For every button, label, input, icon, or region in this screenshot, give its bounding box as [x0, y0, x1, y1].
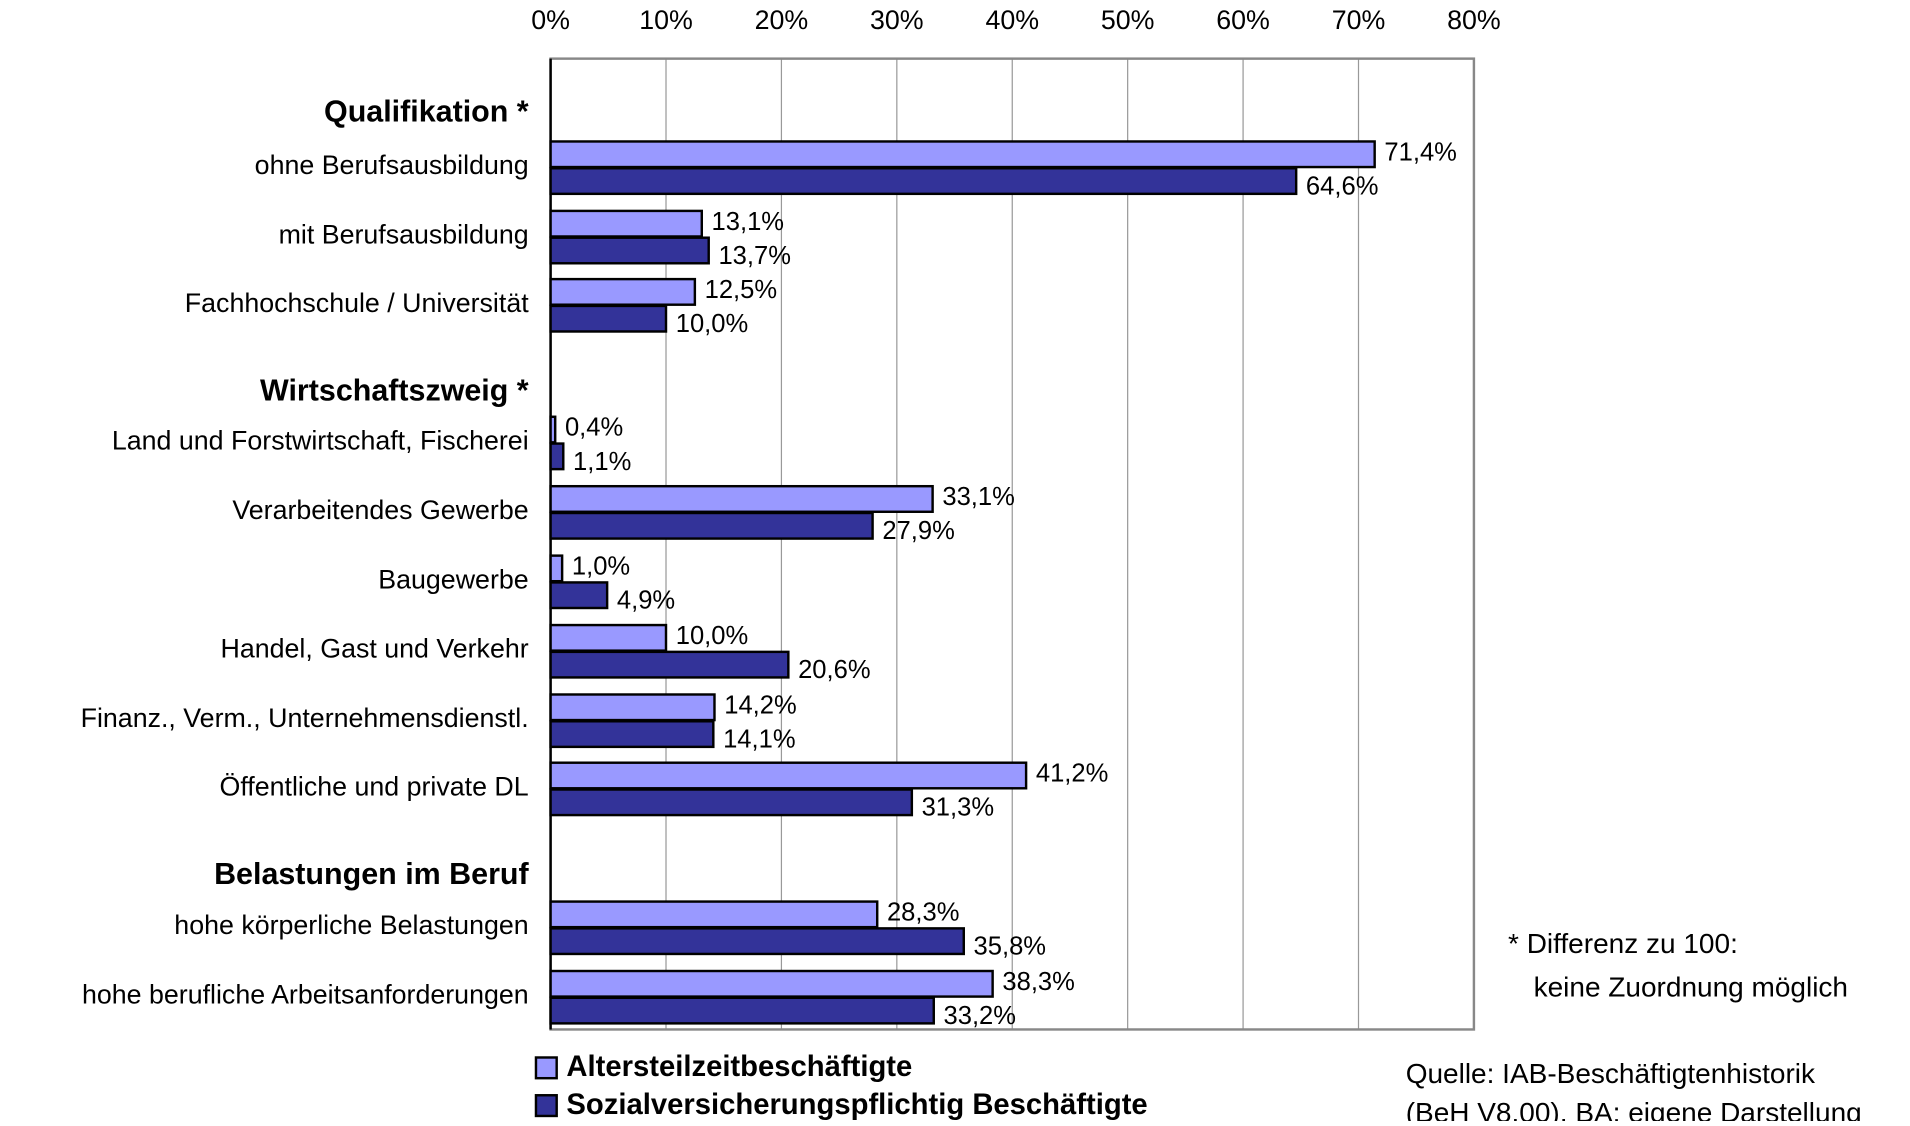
value-label: 27,9%	[882, 517, 955, 545]
bar	[549, 277, 697, 306]
value-label: 41,2%	[1036, 760, 1109, 788]
value-label: 1,1%	[573, 448, 631, 476]
y-tick-label: Baugewerbe	[378, 564, 528, 594]
bar	[549, 927, 965, 956]
footnote: keine Zuordnung möglich	[1534, 972, 1848, 1003]
value-label: 0,4%	[565, 414, 623, 442]
value-label: 14,1%	[723, 726, 796, 754]
value-label: 1,0%	[572, 553, 630, 581]
y-tick-label: Finanz., Verm., Unternehmensdienstl.	[81, 703, 529, 733]
y-tick-label: Fachhochschule / Universität	[185, 288, 529, 318]
value-label: 28,3%	[887, 899, 960, 927]
bar	[549, 650, 790, 679]
bar	[549, 581, 609, 610]
value-label: 10,0%	[676, 310, 749, 338]
value-label: 13,7%	[718, 242, 791, 270]
x-tick-label: 0%	[531, 5, 570, 35]
legend-label: Altersteilzeitbeschäftigte	[566, 1051, 912, 1083]
y-tick-label: mit Berufsausbildung	[279, 220, 529, 250]
bar	[549, 996, 935, 1025]
value-label: 31,3%	[922, 794, 995, 822]
bar	[549, 209, 703, 238]
value-label: 33,2%	[944, 1002, 1017, 1030]
value-label: 12,5%	[705, 276, 778, 304]
bar	[549, 623, 668, 652]
x-tick-label: 50%	[1101, 5, 1155, 35]
legend-swatch	[534, 1094, 558, 1118]
value-label: 13,1%	[712, 208, 785, 236]
bar	[549, 236, 710, 265]
value-label: 38,3%	[1002, 968, 1075, 996]
x-tick-label: 40%	[985, 5, 1039, 35]
x-tick-label: 70%	[1332, 5, 1386, 35]
source: (BeH V8.00), BA; eigene Darstellung	[1406, 1097, 1862, 1121]
group-header: Wirtschaftszweig *	[260, 373, 529, 407]
bar	[549, 167, 1298, 196]
bar	[549, 511, 874, 540]
value-label: 35,8%	[974, 933, 1047, 961]
bar	[549, 484, 934, 513]
x-tick-label: 10%	[639, 5, 693, 35]
bar	[549, 969, 994, 998]
legend-swatch	[534, 1056, 558, 1080]
bar	[549, 304, 668, 333]
group-header: Qualifikation *	[324, 94, 529, 128]
y-tick-label: Verarbeitendes Gewerbe	[232, 495, 528, 525]
bar	[549, 788, 914, 817]
value-label: 71,4%	[1384, 138, 1457, 166]
bar	[549, 415, 557, 444]
value-label: 20,6%	[798, 656, 871, 684]
source: Quelle: IAB-Beschäftigtenhistorik	[1406, 1058, 1816, 1089]
footnote: * Differenz zu 100:	[1508, 928, 1738, 959]
x-tick-label: 60%	[1216, 5, 1270, 35]
value-label: 4,9%	[617, 587, 675, 615]
y-tick-label: hohe berufliche Arbeitsanforderungen	[82, 980, 529, 1010]
value-label: 33,1%	[942, 483, 1015, 511]
value-label: 64,6%	[1306, 173, 1379, 201]
legend-label: Sozialversicherungspflichtig Beschäftigt…	[566, 1089, 1147, 1121]
bar	[549, 900, 879, 929]
value-label: 14,2%	[724, 691, 797, 719]
y-tick-label: Handel, Gast und Verkehr	[220, 634, 528, 664]
y-tick-label: hohe körperliche Belastungen	[174, 910, 528, 940]
bar	[549, 554, 564, 583]
x-tick-label: 30%	[870, 5, 924, 35]
value-label: 10,0%	[676, 622, 749, 650]
y-tick-label: Land und Forstwirtschaft, Fischerei	[112, 425, 529, 455]
y-tick-label: ohne Berufsausbildung	[255, 150, 529, 180]
x-tick-label: 20%	[755, 5, 809, 35]
bar	[549, 720, 715, 749]
bar	[549, 140, 1376, 169]
bar	[549, 693, 716, 722]
group-header: Belastungen im Beruf	[214, 857, 529, 891]
y-tick-label: Öffentliche und private DL	[219, 771, 528, 801]
bar	[549, 442, 565, 471]
x-tick-label: 80%	[1447, 5, 1501, 35]
bar	[549, 761, 1028, 790]
